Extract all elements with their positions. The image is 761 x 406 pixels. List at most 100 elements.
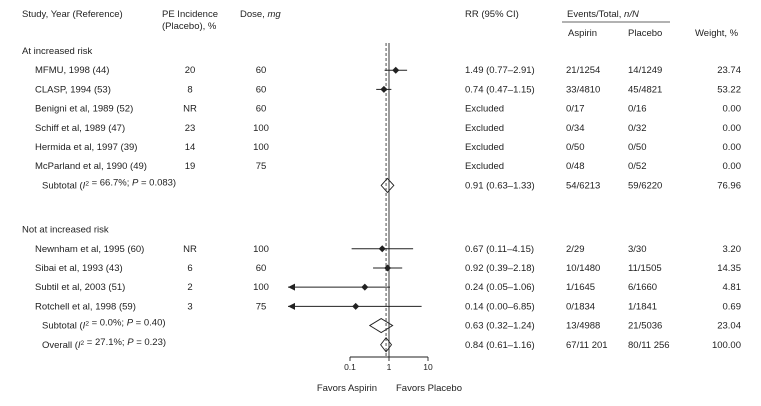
header-dose-unit: mg <box>267 9 281 20</box>
study-2-2-placebo-events: 11/1505 <box>628 263 662 274</box>
subtotal-1-rr-ci: 0.91 (0.63–1.33) <box>465 180 535 191</box>
x-axis: 0.1 1 10 <box>344 43 433 372</box>
study-1-2-pe-incidence: 8 <box>187 84 192 95</box>
study-1-1-label: MFMU, 1998 (44) <box>35 65 109 76</box>
group-label-2: Not at increased risk <box>22 225 109 236</box>
study-2-3-placebo-events: 6/1660 <box>628 282 657 293</box>
header-pe-line1: PE Incidence <box>162 9 218 20</box>
study-1-3-dose: 60 <box>256 104 267 115</box>
subtotal-2-aspirin-events: 13/4988 <box>566 321 600 332</box>
subtotal-2-weight: 23.04 <box>717 321 741 332</box>
study-2-1-weight: 3.20 <box>723 244 742 255</box>
study-2-4-rr-ci: 0.14 (0.00–6.85) <box>465 301 535 312</box>
overall-label: Overall (I2 = 27.1%; P = 0.23) <box>42 337 166 351</box>
study-1-6-label: McParland et al, 1990 (49) <box>35 161 147 172</box>
study-2-1-dose: 100 <box>253 244 269 255</box>
study-1-4-label: Schiff et al, 1989 (47) <box>35 123 125 134</box>
study-2-2-point-estimate <box>384 264 392 272</box>
subtotal-2-label: Subtotal (I2 = 0.0%; P = 0.40) <box>42 318 166 332</box>
subtotal-1-aspirin-events: 54/6213 <box>566 180 600 191</box>
header-events-prefix: Events/Total, <box>567 9 624 20</box>
study-1-2-dose: 60 <box>256 84 267 95</box>
x-tick-label-1: 0.1 <box>344 362 356 372</box>
study-1-6-aspirin-events: 0/48 <box>566 161 585 172</box>
study-2-1-placebo-events: 3/30 <box>628 244 647 255</box>
study-2-1-rr-ci: 0.67 (0.11–4.15) <box>465 244 534 255</box>
study-1-3-pe-incidence: NR <box>183 104 197 115</box>
study-1-3-label: Benigni et al, 1989 (52) <box>35 104 133 115</box>
x-tick-label-3: 10 <box>423 362 433 372</box>
study-1-1-weight: 23.74 <box>717 65 741 76</box>
favors-labels: Favors Aspirin Favors Placebo <box>317 383 462 394</box>
subtotal-1-diamond <box>380 177 395 194</box>
header-weight: Weight, % <box>695 28 739 39</box>
study-2-3-weight: 4.81 <box>723 282 742 293</box>
study-2-4-aspirin-events: 0/1834 <box>566 301 595 312</box>
favors-aspirin-label: Favors Aspirin <box>317 383 377 394</box>
group-label-1: At increased risk <box>22 46 92 57</box>
forest-rows: At increased risk MFMU, 1998 (44) 20 60 1.49… <box>22 46 742 353</box>
study-2-3-aspirin-events: 1/1645 <box>566 282 595 293</box>
study-1-5-dose: 100 <box>253 142 269 153</box>
header-aspirin: Aspirin <box>568 28 597 39</box>
header-rr: RR (95% CI) <box>465 9 519 20</box>
header-row: Study, Year (Reference) PE Incidence (Pl… <box>22 9 739 39</box>
study-1-5-placebo-events: 0/50 <box>628 142 647 153</box>
overall-rr-ci: 0.84 (0.61–1.16) <box>465 340 535 351</box>
study-1-2-aspirin-events: 33/4810 <box>566 84 600 95</box>
study-1-6-rr-ci: Excluded <box>465 161 504 172</box>
subtotal-1-label: Subtotal (I2 = 66.7%; P = 0.083) <box>42 177 176 191</box>
study-2-2-rr-ci: 0.92 (0.39–2.18) <box>465 263 535 274</box>
study-2-4-label: Rotchell et al, 1998 (59) <box>35 301 136 312</box>
overall-weight: 100.00 <box>712 340 741 351</box>
study-2-2-aspirin-events: 10/1480 <box>566 263 600 274</box>
subtotal-1-placebo-events: 59/6220 <box>628 180 662 191</box>
study-1-5-label: Hermida et al, 1997 (39) <box>35 142 137 153</box>
study-2-4-point-estimate <box>352 302 360 310</box>
study-2-4-dose: 75 <box>256 301 267 312</box>
study-1-4-aspirin-events: 0/34 <box>566 123 585 134</box>
study-1-3-rr-ci: Excluded <box>465 104 504 115</box>
header-pe-line2: (Placebo), % <box>162 21 217 32</box>
study-1-5-rr-ci: Excluded <box>465 142 504 153</box>
study-2-4-placebo-events: 1/1841 <box>628 301 657 312</box>
study-2-2-pe-incidence: 6 <box>187 263 192 274</box>
study-2-3-label: Subtil et al, 2003 (51) <box>35 282 125 293</box>
study-1-2-weight: 53.22 <box>717 84 741 95</box>
study-2-2-dose: 60 <box>256 263 267 274</box>
subtotal-2-diamond <box>368 318 394 334</box>
study-2-4-ci-arrow <box>288 302 295 310</box>
study-2-2-weight: 14.35 <box>717 263 741 274</box>
study-2-3-dose: 100 <box>253 282 269 293</box>
study-2-1-label: Newnham et al, 1995 (60) <box>35 244 144 255</box>
study-1-2-label: CLASP, 1994 (53) <box>35 84 111 95</box>
subtotal-1-weight: 76.96 <box>717 180 741 191</box>
study-1-5-aspirin-events: 0/50 <box>566 142 585 153</box>
header-events-unit: n/N <box>624 9 639 20</box>
subtotal-2-rr-ci: 0.63 (0.32–1.24) <box>465 321 535 332</box>
study-1-2-rr-ci: 0.74 (0.47–1.15) <box>465 84 535 95</box>
study-1-1-aspirin-events: 21/1254 <box>566 65 600 76</box>
study-1-2-placebo-events: 45/4821 <box>628 84 662 95</box>
study-2-3-pe-incidence: 2 <box>187 282 192 293</box>
study-2-4-weight: 0.69 <box>723 301 742 312</box>
study-1-1-placebo-events: 14/1249 <box>628 65 662 76</box>
study-1-6-pe-incidence: 19 <box>185 161 196 172</box>
header-events: Events/Total, n/N <box>567 9 639 20</box>
study-2-2-label: Sibai et al, 1993 (43) <box>35 263 123 274</box>
favors-placebo-label: Favors Placebo <box>396 383 462 394</box>
overall-aspirin-events: 67/11 201 <box>566 340 608 351</box>
study-2-3-ci-arrow <box>288 283 295 291</box>
study-1-5-pe-incidence: 14 <box>185 142 196 153</box>
subtotal-2-placebo-events: 21/5036 <box>628 321 662 332</box>
study-2-1-aspirin-events: 2/29 <box>566 244 585 255</box>
study-1-4-dose: 100 <box>253 123 269 134</box>
x-tick-label-2: 1 <box>387 362 392 372</box>
study-1-2-point-estimate <box>380 85 388 93</box>
study-1-1-pe-incidence: 20 <box>185 65 196 76</box>
overall-placebo-events: 80/11 256 <box>628 340 670 351</box>
study-1-4-pe-incidence: 23 <box>185 123 196 134</box>
header-study: Study, Year (Reference) <box>22 9 123 20</box>
study-1-1-point-estimate <box>392 66 400 74</box>
